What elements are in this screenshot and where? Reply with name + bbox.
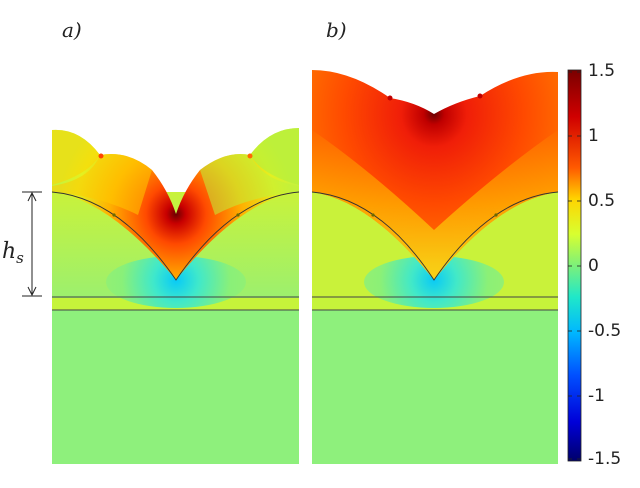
- dimension-subscript: s: [16, 249, 24, 267]
- panel-b-cold-spot: [364, 256, 504, 308]
- panel-a-label: a): [62, 18, 82, 42]
- colorbar-tick-label: -1: [588, 386, 605, 406]
- panel-b-upper-cap: [312, 70, 558, 280]
- panel-b-interface: [312, 191, 558, 281]
- colorbar-tick-label: 1: [588, 126, 599, 146]
- panel-b-substrate: [312, 310, 558, 464]
- colorbar-tick-label: -1.5: [588, 449, 622, 469]
- colorbar-tick-label: 0: [588, 256, 599, 276]
- panel-a-plot: [52, 128, 299, 464]
- dimension-symbol: h: [2, 239, 16, 264]
- colorbar-ticks: [568, 71, 581, 460]
- dimension-label: hs: [2, 239, 24, 267]
- panel-b-label: b): [326, 18, 347, 42]
- panel-a-substrate: [52, 310, 299, 464]
- colorbar-tick-label: 1.5: [588, 61, 616, 81]
- colorbar: [567, 69, 582, 462]
- colorbar-tick-label: 0.5: [588, 191, 616, 211]
- dimension-arrow: [22, 191, 42, 297]
- panel-a-cold-spot: [106, 256, 246, 308]
- panel-a-interface: [52, 191, 299, 281]
- colorbar-tick-label: -0.5: [588, 321, 622, 341]
- panel-b-plot: [312, 70, 558, 464]
